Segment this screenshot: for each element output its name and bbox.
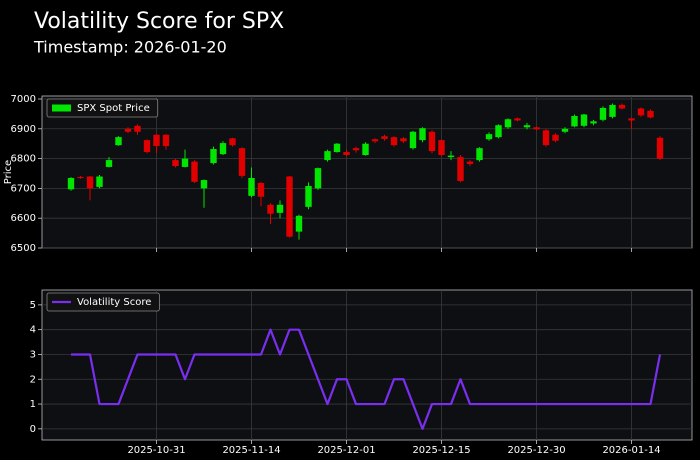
legend-box (46, 292, 160, 312)
legend-box (46, 98, 159, 118)
x-tick-label: 2025-10-31 (127, 445, 185, 456)
x-tick-label: 2025-12-15 (412, 445, 470, 456)
y-tick-label: 6900 (11, 124, 36, 135)
candle-body (286, 176, 293, 237)
candle-body (542, 130, 550, 146)
candle-body (504, 119, 512, 128)
candle-body (162, 134, 170, 147)
candle-body (229, 138, 236, 146)
candle-body (428, 131, 436, 152)
candle-body (571, 115, 578, 127)
candle-body (381, 136, 388, 139)
candle-body (248, 177, 255, 196)
candle-body (362, 143, 369, 156)
candle-body (314, 168, 322, 189)
y-tick-label: 6600 (11, 213, 36, 224)
plot-area (41, 95, 693, 249)
candle-body (457, 157, 464, 181)
candle-body (276, 204, 284, 213)
candle-body (495, 125, 502, 138)
candle-body (267, 204, 274, 214)
candle-body (324, 151, 331, 161)
candle-body (257, 183, 265, 197)
candle-body (390, 137, 398, 146)
candle-body (371, 139, 379, 142)
legend-swatch (52, 104, 71, 112)
candle-body (447, 155, 455, 158)
candle-body (191, 161, 198, 182)
candle-body (333, 143, 341, 153)
x-tick-label: 2025-12-01 (317, 445, 375, 456)
candle-body (134, 125, 141, 132)
candle-body (200, 180, 208, 189)
candle-body (419, 128, 426, 141)
candle-body (77, 177, 84, 179)
y-tick-label: 6700 (11, 183, 36, 194)
y-tick-label: 3 (30, 349, 36, 360)
candle-body (115, 137, 122, 146)
x-tick-label: 2026-01-14 (602, 445, 660, 456)
y-tick-label: 5 (30, 300, 36, 311)
legend-label: Volatility Score (77, 297, 151, 308)
candle-body (609, 104, 616, 117)
candle-body (143, 140, 151, 153)
candle-body (637, 108, 645, 116)
candle-body (238, 148, 246, 176)
candle-body (438, 140, 445, 156)
candle-body (647, 110, 654, 118)
line-series (71, 328, 662, 430)
candle-body (590, 121, 597, 124)
candle-body (552, 134, 559, 141)
candle-body (618, 104, 626, 109)
legend-label: SPX Spot Price (77, 103, 150, 114)
y-tick-label: 4 (30, 325, 36, 336)
candle-body (514, 118, 521, 121)
candle-body (124, 128, 132, 132)
candle-body (580, 114, 588, 126)
candle-body (533, 127, 540, 130)
candle-body (628, 118, 635, 121)
y-tick-label: 7000 (11, 94, 36, 105)
y-tick-label: 2 (30, 374, 36, 385)
y-axis-label: Price (3, 160, 14, 184)
candle-body (523, 125, 531, 128)
candle-body (153, 134, 160, 147)
candle-body (96, 176, 103, 187)
candle-body (599, 107, 607, 120)
candle-body (400, 138, 407, 142)
candle-body (466, 161, 474, 164)
candle-body (67, 177, 75, 190)
candle-body (343, 152, 350, 156)
chart-title: Volatility Score for SPX (34, 9, 284, 34)
candle-body (181, 158, 189, 167)
candle-body (656, 137, 664, 159)
candle-body (295, 215, 303, 232)
candle-body (210, 149, 217, 164)
candle-body (561, 128, 569, 132)
legend: Volatility Score (46, 292, 160, 312)
chart-subtitle: Timestamp: 2026-01-20 (33, 38, 227, 57)
candle-body (172, 160, 179, 167)
y-tick-label: 1 (30, 399, 36, 410)
candle-body (105, 160, 113, 167)
legend: SPX Spot Price (46, 98, 159, 118)
candle-body (409, 131, 417, 149)
candle-body (86, 176, 94, 189)
y-tick-label: 6500 (11, 243, 36, 254)
candle-body (476, 148, 483, 161)
candle-body (219, 143, 227, 155)
candle-body (352, 148, 360, 151)
x-tick-label: 2025-12-30 (507, 445, 565, 456)
candle-body (485, 134, 493, 140)
y-tick-label: 0 (30, 424, 36, 435)
x-tick-label: 2025-11-14 (222, 445, 280, 456)
y-tick-label: 6800 (11, 154, 36, 165)
plot-area (41, 289, 693, 441)
candle-body (305, 186, 312, 207)
